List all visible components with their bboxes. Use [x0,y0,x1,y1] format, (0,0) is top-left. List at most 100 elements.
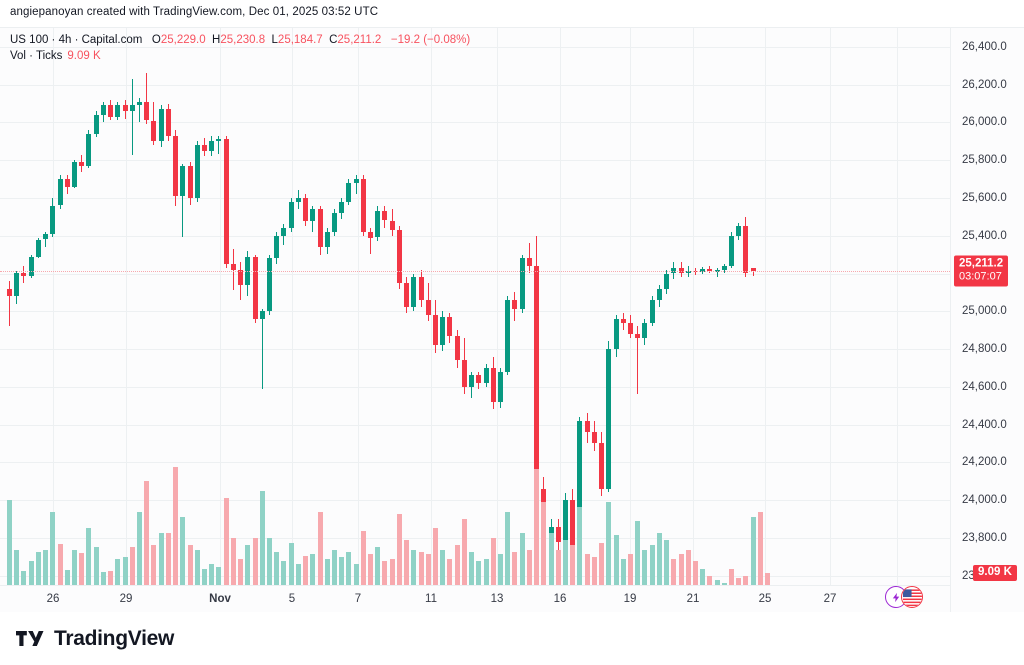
gridline-horizontal [0,84,950,86]
volume-bar [194,549,200,585]
time-tick-label: Nov [209,593,231,605]
volume-bar [649,544,655,585]
price-tick-label: 24,600.0 [962,380,1007,393]
legend-symbol[interactable]: US 100 · 4h · Capital.com [10,34,143,46]
volume-bar [584,554,590,585]
volume-bar [671,559,677,585]
candle-body [368,231,373,238]
volume-bar [519,533,525,585]
gridline-vertical [358,28,359,585]
candle-body [43,233,49,240]
tradingview-logo: TradingView [16,627,174,651]
candle-body [454,335,460,361]
volume-bar [721,582,727,585]
volume-bar [64,569,70,585]
candle-body [339,201,345,213]
candle-body [656,288,662,300]
candle-body [476,375,482,383]
volume-bar [57,543,63,585]
legend-change: −19.2 (−0.08%) [390,34,471,46]
volume-bar [122,556,128,585]
volume-bar [375,547,381,585]
candle-body [86,133,92,166]
candle-body [252,256,258,319]
volume-bar [115,559,121,585]
volume-bar [7,500,12,585]
chart-plot-area[interactable] [0,28,950,585]
volume-bar [678,554,684,585]
legend-volume-row: Vol · Ticks 9.09 K [10,49,470,64]
volume-bar [245,544,251,585]
legend-high-value: 25,230.8 [220,34,266,46]
candle-body [303,197,308,221]
volume-bar [656,533,662,585]
volume-bar [562,540,568,585]
candle-body [469,375,475,387]
candle-body [649,299,655,323]
volume-bar [490,537,496,585]
candle-body [635,333,641,338]
volume-bar [259,490,265,585]
candle-body [281,228,287,236]
gridline-vertical [497,28,498,585]
gridline-horizontal [0,273,950,275]
price-tick-label: 24,800.0 [962,343,1007,355]
volume-bar [266,537,272,585]
volume-bar [230,537,236,585]
volume-bar [165,533,171,585]
volume-bar [331,549,337,585]
volume-bar [100,572,106,585]
candle-body [216,139,222,142]
candle-body [700,268,706,273]
time-tick-label: 16 [553,593,567,605]
volume-bar [526,549,532,585]
candle-body [158,109,164,142]
volume-bar [664,540,669,585]
candle-body [729,235,734,266]
legend-close-label: C [329,34,338,46]
candle-body [173,135,179,196]
candle-body [627,322,633,334]
volume-bar [389,559,395,585]
us-flag-icon[interactable] [901,586,923,608]
volume-bar [700,568,706,585]
time-tick-label: 5 [288,593,296,605]
volume-bar [620,559,626,585]
candle-body [35,239,41,257]
price-tick-label: 26,000.0 [962,116,1007,129]
current-price-value: 25,211.2 [959,257,1004,270]
volume-bar [43,549,49,585]
candle-body [7,288,12,297]
volume-bar [144,481,150,585]
price-scale[interactable]: 26,400.0 26,200.0 26,000.0 25,800.0 25,600.0… [950,28,1024,613]
candle-body [519,258,525,310]
volume-bar [692,561,698,585]
legend-close-value: 25,211.2 [337,34,382,46]
candle-wick [9,281,10,327]
volume-bar [93,547,99,585]
candle-body [671,267,677,274]
candle-wick [146,73,148,125]
volume-bar [707,575,713,585]
gridline-horizontal [0,235,950,237]
gridline-horizontal [0,386,950,388]
volume-bar [137,511,142,585]
volume-bar [216,567,222,585]
time-scale[interactable]: 2629Nov5711131619212527Dec [0,585,950,613]
candle-body [599,443,604,489]
price-tick-label: 25,600.0 [962,191,1007,204]
volume-bar [736,577,742,585]
candle-body [433,315,438,346]
volume-bar [35,552,41,585]
candle-wick [716,267,718,278]
candle-body [122,104,128,112]
volume-bar [317,511,323,585]
candle-body [331,213,337,232]
volume-bar [765,573,771,585]
candle-body [736,226,742,236]
candle-wick [218,135,220,155]
gridline-horizontal [0,122,950,124]
candle-body [382,211,388,221]
volume-bar [187,544,193,585]
legend-volume-label[interactable]: Vol · Ticks [10,50,63,62]
